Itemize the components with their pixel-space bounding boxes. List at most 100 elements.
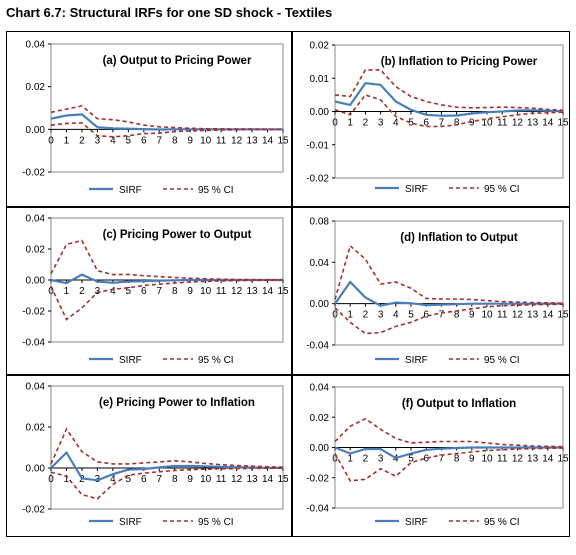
x-tick-label: 4: [110, 286, 116, 297]
sirf-line: [334, 280, 563, 307]
x-tick-label: 4: [110, 135, 116, 146]
x-tick-label: 2: [363, 454, 369, 465]
x-tick-label: 14: [262, 135, 274, 146]
chart-e: 0.040.020.00-0.020 1 2 3 4 5 6 7 8 9 10 11 12 13 14 15(…: [22, 382, 289, 529]
chart-title: (c) Pricing Power to Output: [103, 229, 252, 241]
x-tick-label: 13: [527, 118, 539, 129]
x-tick-label: 6: [141, 135, 147, 146]
x-tick-label: 9: [469, 118, 475, 129]
y-tick-label: -0.04: [306, 504, 329, 515]
x-tick-label: 8: [172, 135, 178, 146]
x-tick-label: 8: [172, 286, 178, 297]
chart-panel-f: 0.04 0.02 0.00 -0.02 -0.04 0 1 2 3 4 5 6 7 8 9 10 11 12 13…: [292, 375, 570, 537]
chart-c: 0.040.020.00-0.02-0.040 1 2 3 4 5 6 7 8 9 10 11 12 13…: [22, 214, 289, 367]
sirf-line: [334, 446, 563, 460]
x-tick-label: 3: [95, 286, 101, 297]
x-tick-label: 11: [216, 135, 227, 146]
legend-sirf-label: SIRF: [405, 184, 428, 195]
x-tick-label: 13: [247, 474, 259, 485]
chart-title: (d) Inflation to Output: [400, 232, 518, 244]
legend-ci-label: 95 % CI: [484, 355, 520, 366]
x-tick-label: 6: [423, 118, 429, 129]
page-title: Chart 6.7: Structural IRFs for one SD sh…: [6, 5, 333, 20]
x-tick-label: 7: [439, 310, 445, 321]
x-tick-label: 10: [200, 474, 212, 485]
x-tick-label: 1: [347, 310, 353, 321]
legend-sirf-label: SIRF: [119, 517, 142, 528]
ci-upper-line: [334, 69, 564, 111]
x-tick-label: 1: [347, 454, 353, 465]
y-tick-label: 0.00: [26, 276, 46, 287]
x-tick-label: 3: [378, 454, 384, 465]
x-tick-label: 2: [363, 310, 369, 321]
x-tick-label: 12: [512, 118, 524, 129]
ci-lower-line: [50, 467, 283, 500]
y-tick-label: -0.04: [306, 341, 329, 352]
x-tick-label: 15: [277, 474, 289, 485]
x-tick-label: 12: [231, 286, 243, 297]
x-tick-label: 2: [79, 474, 85, 485]
x-tick-label: 9: [469, 454, 475, 465]
y-tick-label: 0.08: [310, 217, 330, 228]
y-tick-label: 0.02: [310, 413, 330, 424]
x-tick-label: 7: [156, 135, 162, 146]
y-tick-label: 0.04: [310, 383, 330, 394]
x-tick-label: 14: [542, 454, 554, 465]
legend-ci-label: 95 % CI: [484, 184, 520, 195]
x-tick-label: 15: [277, 135, 289, 146]
x-tick-label: 6: [141, 286, 147, 297]
x-tick-label: 5: [126, 135, 132, 146]
x-tick-label: 10: [481, 118, 493, 129]
y-tick-label: -0.02: [22, 168, 45, 179]
legend-sirf-label: SIRF: [405, 517, 428, 528]
x-tick-label: 1: [347, 118, 353, 129]
x-tick-label: 11: [216, 474, 227, 485]
y-tick-label: 0.02: [26, 423, 46, 434]
legend-ci-label: 95 % CI: [198, 185, 234, 196]
x-tick-label: 3: [378, 310, 384, 321]
ci-upper-line: [334, 244, 564, 304]
x-tick-label: 9: [469, 310, 475, 321]
x-tick-label: 3: [378, 118, 384, 129]
x-tick-label: 3: [95, 135, 101, 146]
x-tick-label: 5: [408, 118, 414, 129]
x-tick-label: 13: [247, 135, 259, 146]
x-tick-label: 12: [512, 454, 524, 465]
chart-title: (f) Output to Inflation: [402, 398, 516, 410]
x-tick-label: 7: [156, 474, 162, 485]
x-tick-label: 12: [231, 135, 243, 146]
y-tick-label: 0.04: [26, 214, 46, 225]
ci-lower-line: [334, 447, 564, 482]
x-tick-label: 4: [110, 474, 116, 485]
x-tick-label: 10: [481, 454, 493, 465]
x-tick-label: 10: [481, 310, 493, 321]
x-tick-label: 13: [527, 310, 539, 321]
ci-lower-line: [50, 122, 283, 138]
x-tick-label: 5: [408, 454, 414, 465]
x-tick-label: 10: [200, 135, 212, 146]
y-tick-label: 0.00: [310, 443, 330, 454]
x-tick-label: 1: [64, 286, 70, 297]
x-tick-label: 13: [247, 286, 259, 297]
x-tick-label: 4: [393, 310, 399, 321]
x-tick-label: 15: [557, 310, 569, 321]
x-tick-label: 8: [454, 310, 460, 321]
y-tick-label: -0.02: [306, 473, 329, 484]
plot-area: [50, 385, 284, 510]
y-tick-label: 0.00: [310, 299, 330, 310]
x-tick-label: 7: [439, 454, 445, 465]
y-tick-label: 0.02: [310, 41, 330, 52]
y-tick-label: 0.00: [310, 107, 330, 118]
chart-panel-a: 0.04 0.02 0.00 -0.02 0 1 2 3 4 5 6 7 8 9 10 11 12 13 14 15(…: [6, 31, 292, 207]
x-tick-label: 9: [187, 286, 193, 297]
legend-sirf-label: SIRF: [119, 185, 142, 196]
x-tick-label: 14: [262, 286, 274, 297]
chart-b: 0.020.010.00-0.01-0.020 1 2 3 4 5 6 7 8 9 10 11 12 13…: [306, 41, 569, 196]
x-tick-label: 6: [423, 310, 429, 321]
y-tick-label: 0.02: [26, 82, 46, 93]
ci-lower-line: [334, 93, 564, 128]
sirf-line: [334, 82, 564, 117]
y-tick-label: -0.02: [22, 307, 45, 318]
chart-a: 0.040.020.00-0.020 1 2 3 4 5 6 7 8 9 10 11 12 13 14 15(…: [22, 40, 289, 197]
x-tick-label: 15: [557, 454, 569, 465]
